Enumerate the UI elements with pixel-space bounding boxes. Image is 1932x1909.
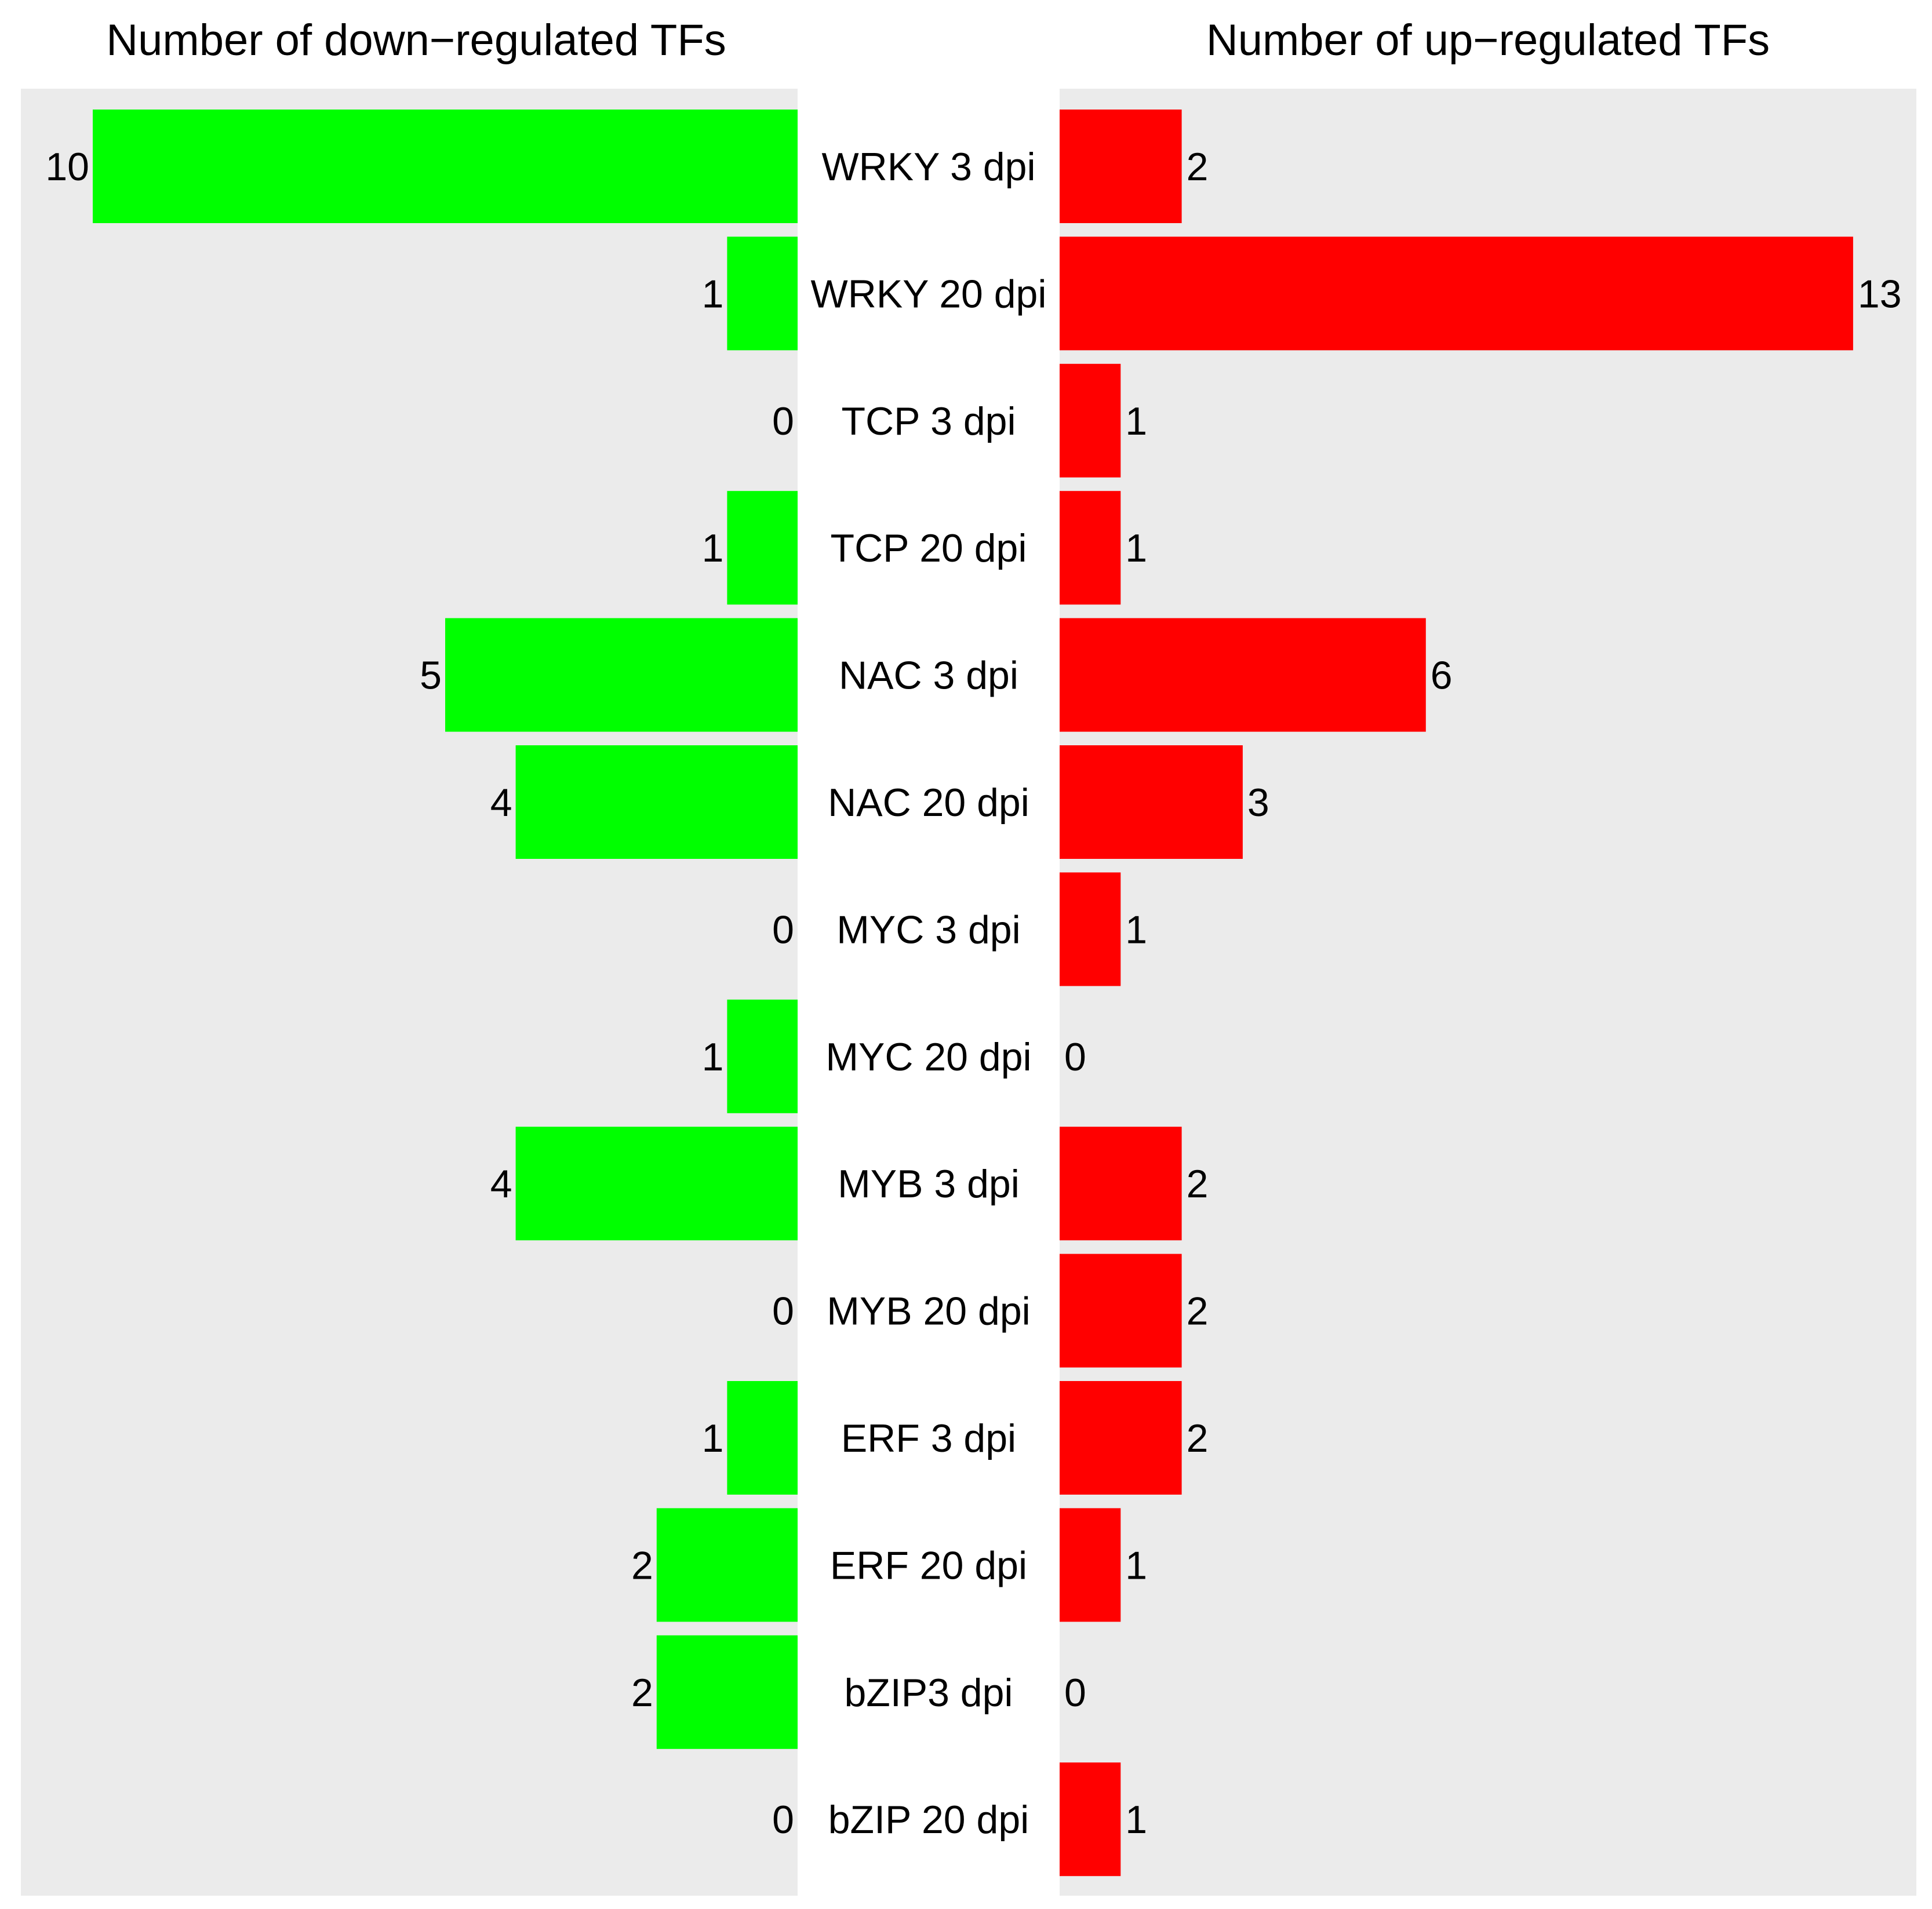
down-bar (93, 110, 798, 223)
up-bar (1060, 1508, 1121, 1622)
up-value-label: 1 (1125, 399, 1147, 443)
up-bar (1060, 363, 1121, 478)
down-bar (727, 1381, 798, 1495)
down-value-label: 0 (772, 1289, 794, 1334)
up-bar (1060, 1381, 1182, 1495)
category-label: WRKY 20 dpi (811, 272, 1047, 316)
category-label: MYB 3 dpi (838, 1162, 1020, 1206)
down-value-label: 2 (631, 1671, 653, 1715)
down-bar (515, 745, 798, 859)
down-value-label: 0 (772, 1798, 794, 1842)
down-bar (727, 999, 798, 1113)
down-bar (515, 1127, 798, 1241)
category-label: WRKY 3 dpi (821, 145, 1035, 189)
up-value-label: 2 (1187, 1416, 1209, 1460)
up-value-label: 1 (1125, 1543, 1147, 1587)
down-value-label: 4 (490, 1162, 512, 1206)
up-bar (1060, 745, 1243, 859)
up-value-label: 0 (1064, 1035, 1086, 1079)
down-value-label: 1 (702, 272, 724, 316)
down-value-label: 4 (490, 781, 512, 825)
up-value-label: 1 (1125, 1798, 1147, 1842)
up-value-label: 2 (1187, 1162, 1209, 1206)
up-bar (1060, 110, 1182, 223)
down-value-label: 1 (702, 1416, 724, 1460)
up-bar (1060, 1254, 1182, 1368)
down-value-label: 0 (772, 399, 794, 443)
up-bar (1060, 872, 1121, 986)
down-value-label: 2 (631, 1543, 653, 1587)
bars-layer (93, 110, 1853, 1877)
down-bar (656, 1508, 798, 1622)
down-value-label: 10 (45, 145, 89, 189)
down-value-label: 5 (420, 654, 442, 698)
category-label: ERF 3 dpi (841, 1416, 1016, 1460)
up-value-label: 1 (1125, 526, 1147, 570)
category-label: MYC 3 dpi (836, 908, 1020, 952)
up-bar (1060, 1762, 1121, 1877)
down-bar (656, 1635, 798, 1749)
down-bar (727, 236, 798, 351)
up-value-label: 3 (1247, 781, 1269, 825)
category-label: MYB 20 dpi (827, 1289, 1031, 1334)
right-panel-background (1060, 89, 1916, 1896)
down-bar (445, 618, 798, 732)
up-bar (1060, 618, 1426, 732)
up-value-label: 2 (1187, 1289, 1209, 1334)
up-bar (1060, 491, 1121, 605)
up-value-label: 13 (1858, 272, 1902, 316)
down-value-label: 1 (702, 526, 724, 570)
up-bar (1060, 1127, 1182, 1241)
up-bar (1060, 236, 1853, 351)
down-value-label: 1 (702, 1035, 724, 1079)
category-label: bZIP 20 dpi (828, 1798, 1029, 1842)
down-bar (727, 491, 798, 605)
category-label: bZIP3 dpi (844, 1671, 1013, 1715)
left-panel-background (21, 89, 798, 1896)
up-value-label: 0 (1064, 1671, 1086, 1715)
left-panel-title: Number of down−regulated TFs (106, 16, 726, 65)
up-value-label: 2 (1187, 145, 1209, 189)
category-label: ERF 20 dpi (830, 1543, 1027, 1587)
right-panel-title: Number of up−regulated TFs (1206, 16, 1770, 65)
up-value-label: 1 (1125, 908, 1147, 952)
category-label: TCP 20 dpi (831, 526, 1027, 570)
category-label: TCP 3 dpi (841, 399, 1016, 443)
category-label: MYC 20 dpi (825, 1035, 1031, 1079)
category-label: NAC 3 dpi (839, 654, 1018, 698)
category-label: NAC 20 dpi (828, 781, 1029, 825)
up-value-label: 6 (1431, 654, 1453, 698)
down-value-label: 0 (772, 908, 794, 952)
